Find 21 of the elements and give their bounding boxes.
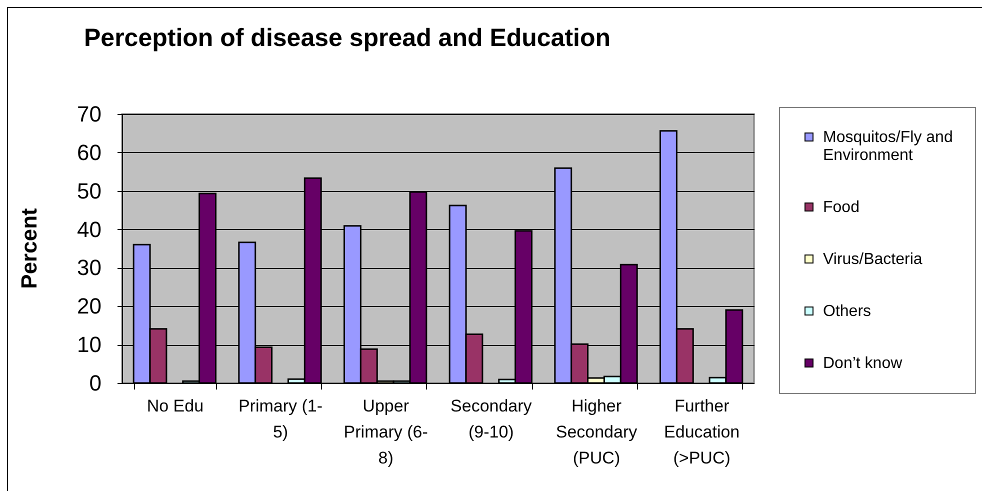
y-tick-label: 60 <box>77 140 102 165</box>
x-tick-label: Secondary (9-10) <box>450 396 532 442</box>
chart-title: Perception of disease spread and Education <box>84 24 611 52</box>
y-tick-label: 10 <box>77 332 102 358</box>
y-tick-label: 70 <box>77 102 102 126</box>
y-tick-label: 40 <box>77 216 102 242</box>
x-tick-label: Further Education (>PUC) <box>664 396 740 468</box>
y-tick-label: 30 <box>77 255 102 280</box>
legend-label: Mosquitos/Fly and Environment <box>823 129 953 164</box>
x-tick-label: Primary (1-5) <box>238 396 323 442</box>
y-tick-label: 0 <box>89 370 102 396</box>
x-tick-label: Higher Secondary (PUC) <box>556 396 638 468</box>
legend-label: Virus/Bacteria <box>823 251 922 268</box>
y-axis-title: Percent <box>16 207 42 289</box>
x-tick-label: No Edu <box>146 396 204 416</box>
legend-label: Others <box>823 303 872 320</box>
legend-label: Don’t know <box>823 355 903 372</box>
legend-label: Food <box>823 199 860 216</box>
x-tick-label: Upper Primary (6-8) <box>344 396 428 468</box>
y-tick-label: 50 <box>77 178 102 204</box>
y-tick-label: 20 <box>77 294 102 319</box>
